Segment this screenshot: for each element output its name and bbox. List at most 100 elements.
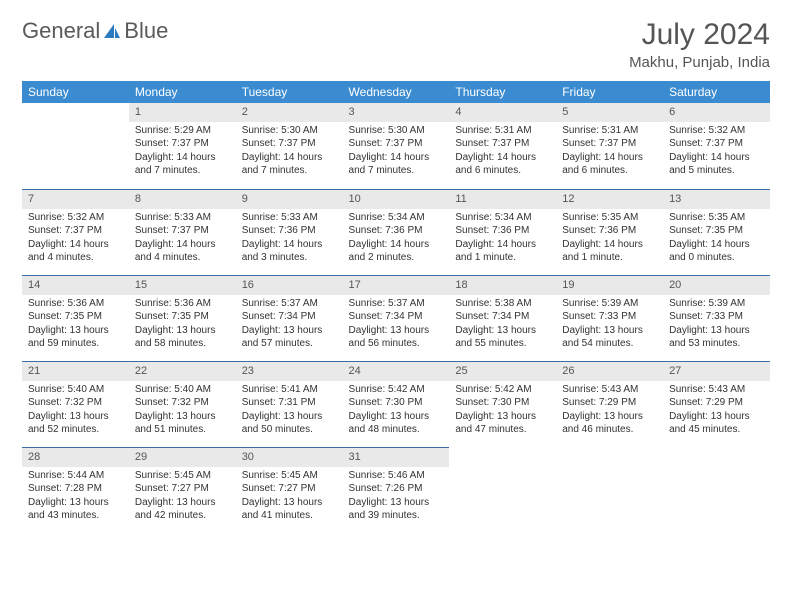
sunset-line: Sunset: 7:32 PM bbox=[28, 396, 123, 410]
daylight-line: Daylight: 13 hours and 48 minutes. bbox=[349, 410, 444, 437]
sunset-line: Sunset: 7:34 PM bbox=[242, 310, 337, 324]
day-number: 30 bbox=[236, 447, 343, 467]
sunrise-line: Sunrise: 5:43 AM bbox=[562, 383, 657, 397]
day-number: 29 bbox=[129, 447, 236, 467]
day-body: Sunrise: 5:42 AMSunset: 7:30 PMDaylight:… bbox=[343, 381, 450, 441]
sunset-line: Sunset: 7:36 PM bbox=[349, 224, 444, 238]
daylight-line: Daylight: 13 hours and 47 minutes. bbox=[455, 410, 550, 437]
calendar-cell bbox=[663, 447, 770, 533]
daylight-line: Daylight: 14 hours and 4 minutes. bbox=[28, 238, 123, 265]
daylight-line: Daylight: 13 hours and 58 minutes. bbox=[135, 324, 230, 351]
calendar-cell: 30Sunrise: 5:45 AMSunset: 7:27 PMDayligh… bbox=[236, 447, 343, 533]
day-body: Sunrise: 5:35 AMSunset: 7:36 PMDaylight:… bbox=[556, 209, 663, 269]
day-number: 27 bbox=[663, 361, 770, 381]
daylight-line: Daylight: 14 hours and 4 minutes. bbox=[135, 238, 230, 265]
calendar-table: Sunday Monday Tuesday Wednesday Thursday… bbox=[22, 81, 770, 533]
day-body: Sunrise: 5:34 AMSunset: 7:36 PMDaylight:… bbox=[449, 209, 556, 269]
day-number: 3 bbox=[343, 103, 450, 122]
day-number: 9 bbox=[236, 189, 343, 209]
day-body: Sunrise: 5:32 AMSunset: 7:37 PMDaylight:… bbox=[663, 122, 770, 182]
day-number: 26 bbox=[556, 361, 663, 381]
daylight-line: Daylight: 13 hours and 55 minutes. bbox=[455, 324, 550, 351]
day-number: 25 bbox=[449, 361, 556, 381]
sunrise-line: Sunrise: 5:34 AM bbox=[455, 211, 550, 225]
sunrise-line: Sunrise: 5:33 AM bbox=[242, 211, 337, 225]
sunset-line: Sunset: 7:37 PM bbox=[28, 224, 123, 238]
sunrise-line: Sunrise: 5:33 AM bbox=[135, 211, 230, 225]
day-number: 1 bbox=[129, 103, 236, 122]
day-number: 15 bbox=[129, 275, 236, 295]
daylight-line: Daylight: 13 hours and 56 minutes. bbox=[349, 324, 444, 351]
day-body: Sunrise: 5:44 AMSunset: 7:28 PMDaylight:… bbox=[22, 467, 129, 527]
sunset-line: Sunset: 7:29 PM bbox=[669, 396, 764, 410]
sunrise-line: Sunrise: 5:30 AM bbox=[349, 124, 444, 138]
calendar-cell: 1Sunrise: 5:29 AMSunset: 7:37 PMDaylight… bbox=[129, 103, 236, 189]
calendar-cell: 16Sunrise: 5:37 AMSunset: 7:34 PMDayligh… bbox=[236, 275, 343, 361]
day-number: 10 bbox=[343, 189, 450, 209]
logo-text-blue: Blue bbox=[124, 18, 168, 44]
daylight-line: Daylight: 13 hours and 45 minutes. bbox=[669, 410, 764, 437]
sunrise-line: Sunrise: 5:36 AM bbox=[135, 297, 230, 311]
calendar-cell: 21Sunrise: 5:40 AMSunset: 7:32 PMDayligh… bbox=[22, 361, 129, 447]
sunset-line: Sunset: 7:37 PM bbox=[242, 137, 337, 151]
day-number: 14 bbox=[22, 275, 129, 295]
day-number: 4 bbox=[449, 103, 556, 122]
sunset-line: Sunset: 7:36 PM bbox=[455, 224, 550, 238]
sunrise-line: Sunrise: 5:42 AM bbox=[349, 383, 444, 397]
daylight-line: Daylight: 13 hours and 53 minutes. bbox=[669, 324, 764, 351]
day-body: Sunrise: 5:30 AMSunset: 7:37 PMDaylight:… bbox=[236, 122, 343, 182]
day-number: 19 bbox=[556, 275, 663, 295]
calendar-cell: 22Sunrise: 5:40 AMSunset: 7:32 PMDayligh… bbox=[129, 361, 236, 447]
calendar-week-row: 1 Sunrise: 5:29 AM Sunset: 7:37 PM Daylight… bbox=[22, 103, 770, 189]
sunrise-line: Sunrise: 5:30 AM bbox=[242, 124, 337, 138]
daylight-line: Daylight: 14 hours and 6 minutes. bbox=[562, 151, 657, 178]
day-number: 16 bbox=[236, 275, 343, 295]
calendar-header-row: Sunday Monday Tuesday Wednesday Thursday… bbox=[22, 81, 770, 103]
daylight-line: Daylight: 13 hours and 59 minutes. bbox=[28, 324, 123, 351]
calendar-cell: 28Sunrise: 5:44 AMSunset: 7:28 PMDayligh… bbox=[22, 447, 129, 533]
daylight-line: Daylight: 14 hours and 1 minute. bbox=[455, 238, 550, 265]
day-body: Sunrise: 5:36 AMSunset: 7:35 PMDaylight:… bbox=[22, 295, 129, 355]
sunset-line: Sunset: 7:35 PM bbox=[135, 310, 230, 324]
day-body: Sunrise: 5:36 AMSunset: 7:35 PMDaylight:… bbox=[129, 295, 236, 355]
day-number: 5 bbox=[556, 103, 663, 122]
day-body: Sunrise: 5:30 AMSunset: 7:37 PMDaylight:… bbox=[343, 122, 450, 182]
calendar-week-row: 14Sunrise: 5:36 AMSunset: 7:35 PMDayligh… bbox=[22, 275, 770, 361]
daylight-line: Daylight: 13 hours and 46 minutes. bbox=[562, 410, 657, 437]
logo: General Blue bbox=[22, 18, 168, 44]
day-body: Sunrise: 5:31 AMSunset: 7:37 PMDaylight:… bbox=[556, 122, 663, 182]
sunset-line: Sunset: 7:33 PM bbox=[562, 310, 657, 324]
sunrise-line: Sunrise: 5:44 AM bbox=[28, 469, 123, 483]
day-body: Sunrise: 5:43 AMSunset: 7:29 PMDaylight:… bbox=[663, 381, 770, 441]
calendar-cell: 18Sunrise: 5:38 AMSunset: 7:34 PMDayligh… bbox=[449, 275, 556, 361]
sunrise-line: Sunrise: 5:32 AM bbox=[28, 211, 123, 225]
day-body: Sunrise: 5:45 AMSunset: 7:27 PMDaylight:… bbox=[236, 467, 343, 527]
col-friday: Friday bbox=[556, 81, 663, 103]
day-body: Sunrise: 5:38 AMSunset: 7:34 PMDaylight:… bbox=[449, 295, 556, 355]
daylight-line: Daylight: 13 hours and 39 minutes. bbox=[349, 496, 444, 523]
sunrise-line: Sunrise: 5:31 AM bbox=[562, 124, 657, 138]
calendar-cell: 15Sunrise: 5:36 AMSunset: 7:35 PMDayligh… bbox=[129, 275, 236, 361]
sunset-line: Sunset: 7:37 PM bbox=[135, 224, 230, 238]
day-body bbox=[663, 467, 770, 473]
day-body: Sunrise: 5:33 AMSunset: 7:36 PMDaylight:… bbox=[236, 209, 343, 269]
daylight-line: Daylight: 14 hours and 7 minutes. bbox=[349, 151, 444, 178]
calendar-cell: 14Sunrise: 5:36 AMSunset: 7:35 PMDayligh… bbox=[22, 275, 129, 361]
sunrise-line: Sunrise: 5:35 AM bbox=[562, 211, 657, 225]
daylight-line: Daylight: 14 hours and 6 minutes. bbox=[455, 151, 550, 178]
calendar-cell: 5Sunrise: 5:31 AMSunset: 7:37 PMDaylight… bbox=[556, 103, 663, 189]
col-monday: Monday bbox=[129, 81, 236, 103]
day-body: Sunrise: 5:33 AMSunset: 7:37 PMDaylight:… bbox=[129, 209, 236, 269]
day-body: Sunrise: 5:37 AMSunset: 7:34 PMDaylight:… bbox=[343, 295, 450, 355]
sunrise-line: Sunrise: 5:45 AM bbox=[135, 469, 230, 483]
day-body bbox=[22, 122, 129, 128]
calendar-cell: 17Sunrise: 5:37 AMSunset: 7:34 PMDayligh… bbox=[343, 275, 450, 361]
calendar-cell: 11Sunrise: 5:34 AMSunset: 7:36 PMDayligh… bbox=[449, 189, 556, 275]
location: Makhu, Punjab, India bbox=[629, 54, 770, 71]
sunrise-line: Sunrise: 5:29 AM bbox=[135, 124, 230, 138]
calendar-cell: 26Sunrise: 5:43 AMSunset: 7:29 PMDayligh… bbox=[556, 361, 663, 447]
calendar-body: 1Sunrise: 5:29 AMSunset: 7:37 PMDaylight… bbox=[22, 103, 770, 533]
day-number: 24 bbox=[343, 361, 450, 381]
calendar-cell: 31Sunrise: 5:46 AMSunset: 7:26 PMDayligh… bbox=[343, 447, 450, 533]
day-body: Sunrise: 5:41 AMSunset: 7:31 PMDaylight:… bbox=[236, 381, 343, 441]
